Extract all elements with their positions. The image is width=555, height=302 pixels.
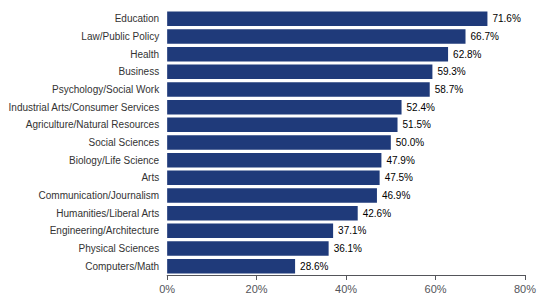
- svg-text:Physical Sciences: Physical Sciences: [79, 243, 160, 254]
- svg-text:47.5%: 47.5%: [385, 172, 413, 183]
- svg-text:71.6%: 71.6%: [492, 13, 520, 24]
- svg-text:47.9%: 47.9%: [386, 155, 414, 166]
- svg-text:Law/Public Policy: Law/Public Policy: [81, 31, 159, 42]
- svg-text:60%: 60%: [425, 283, 447, 295]
- svg-text:Arts: Arts: [141, 172, 159, 183]
- svg-text:62.8%: 62.8%: [453, 49, 481, 60]
- svg-text:59.3%: 59.3%: [437, 66, 465, 77]
- svg-text:Humanities/Liberal Arts: Humanities/Liberal Arts: [56, 208, 159, 219]
- svg-text:20%: 20%: [246, 283, 268, 295]
- svg-text:80%: 80%: [514, 283, 536, 295]
- svg-text:Social Sciences: Social Sciences: [89, 137, 160, 148]
- svg-text:Industrial Arts/Consumer Servi: Industrial Arts/Consumer Services: [9, 102, 160, 113]
- svg-text:46.9%: 46.9%: [382, 190, 410, 201]
- svg-text:52.4%: 52.4%: [407, 102, 435, 113]
- svg-text:58.7%: 58.7%: [435, 84, 463, 95]
- svg-text:Communication/Journalism: Communication/Journalism: [39, 190, 160, 201]
- svg-text:Education: Education: [115, 13, 159, 24]
- svg-text:Business: Business: [119, 66, 160, 77]
- svg-text:Psychology/Social Work: Psychology/Social Work: [52, 84, 160, 95]
- svg-text:Health: Health: [130, 49, 159, 60]
- svg-text:Biology/Life Science: Biology/Life Science: [69, 155, 159, 166]
- svg-text:Computers/Math: Computers/Math: [85, 261, 159, 272]
- svg-text:36.1%: 36.1%: [334, 243, 362, 254]
- svg-text:Agriculture/Natural Resources: Agriculture/Natural Resources: [26, 119, 159, 130]
- svg-text:51.5%: 51.5%: [403, 119, 431, 130]
- svg-text:0%: 0%: [159, 283, 175, 295]
- svg-text:28.6%: 28.6%: [300, 261, 328, 272]
- svg-text:66.7%: 66.7%: [471, 31, 499, 42]
- svg-text:42.6%: 42.6%: [363, 208, 391, 219]
- svg-text:40%: 40%: [335, 283, 357, 295]
- svg-text:37.1%: 37.1%: [338, 225, 366, 236]
- svg-text:50.0%: 50.0%: [396, 137, 424, 148]
- svg-text:Engineering/Architecture: Engineering/Architecture: [50, 225, 160, 236]
